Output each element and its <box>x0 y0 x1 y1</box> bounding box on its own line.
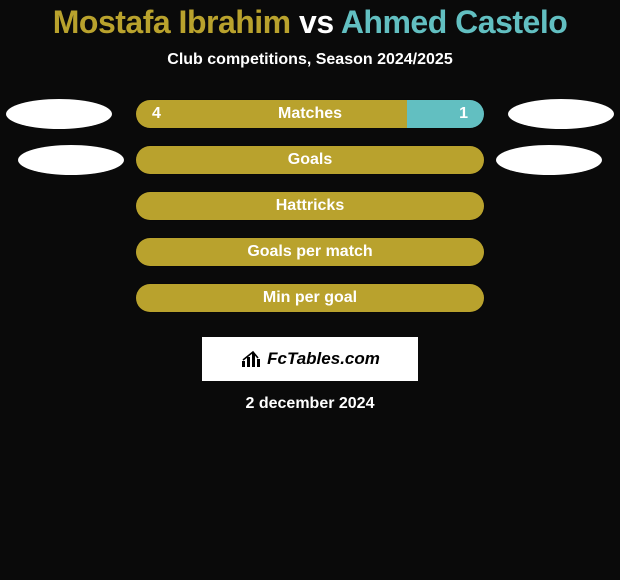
stat-value-right: 1 <box>459 100 468 128</box>
title-vs: vs <box>299 4 334 40</box>
subtitle: Club competitions, Season 2024/2025 <box>167 51 452 69</box>
title-player1: Mostafa Ibrahim <box>53 4 291 40</box>
stat-bar: Min per goal <box>135 283 485 313</box>
bar-segment-right <box>407 100 484 128</box>
stat-rows: Matches41GoalsHattricksGoals per matchMi… <box>0 99 620 313</box>
comparison-widget: Mostafa Ibrahim vs Ahmed Castelo Club co… <box>0 0 620 413</box>
chart-icon <box>240 349 264 369</box>
stat-bar: Goals <box>135 145 485 175</box>
date-text: 2 december 2024 <box>246 395 375 413</box>
player-ellipse-left <box>18 145 124 175</box>
bar-segment-left <box>136 100 407 128</box>
bar-segment-left <box>136 238 484 266</box>
brand-text: FcTables.com <box>267 349 380 369</box>
title-player2: Ahmed Castelo <box>341 4 567 40</box>
player-ellipse-right <box>496 145 602 175</box>
stat-bar: Hattricks <box>135 191 485 221</box>
stat-row: Matches41 <box>0 99 620 129</box>
page-title: Mostafa Ibrahim vs Ahmed Castelo <box>53 4 568 41</box>
player-ellipse-right <box>508 99 614 129</box>
bar-segment-left <box>136 146 484 174</box>
stat-row: Min per goal <box>0 283 620 313</box>
stat-row: Hattricks <box>0 191 620 221</box>
stat-value-left: 4 <box>152 100 161 128</box>
stat-row: Goals per match <box>0 237 620 267</box>
bar-segment-left <box>136 284 484 312</box>
stat-bar: Matches41 <box>135 99 485 129</box>
stat-bar: Goals per match <box>135 237 485 267</box>
player-ellipse-left <box>6 99 112 129</box>
brand-box: FcTables.com <box>202 337 418 381</box>
stat-row: Goals <box>0 145 620 175</box>
bar-segment-left <box>136 192 484 220</box>
